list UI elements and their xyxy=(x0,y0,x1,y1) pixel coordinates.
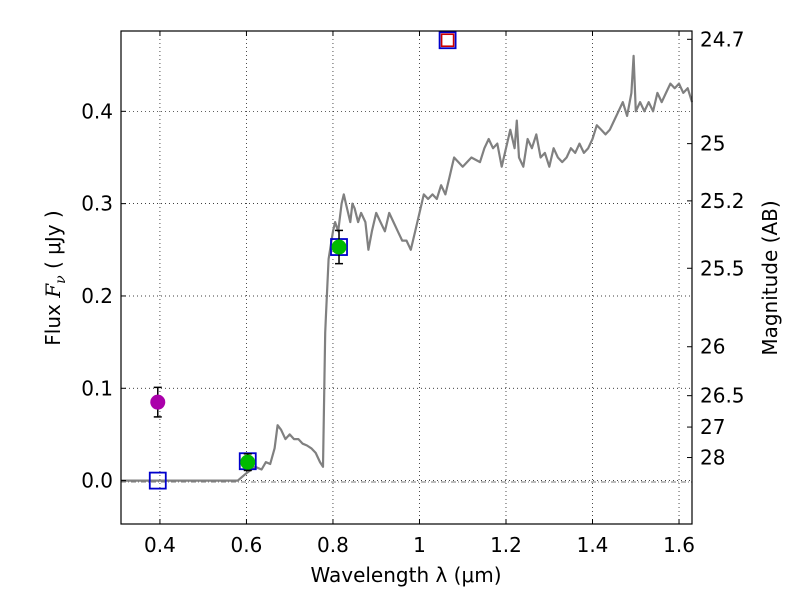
y-tick-label: 0.1 xyxy=(81,376,113,400)
upper-limit-point xyxy=(440,33,455,48)
plot-frame xyxy=(120,30,693,525)
y-tick-label: 0.4 xyxy=(81,99,113,123)
model-photometry-point xyxy=(148,471,167,490)
magnitude-tick-label: 25.5 xyxy=(700,256,745,280)
y-axis-label: Flux Fν ( μJy ) xyxy=(41,210,69,345)
x-tick-label: 0.6 xyxy=(231,533,263,557)
sed-line xyxy=(121,54,694,482)
model-photometry-point xyxy=(438,31,457,50)
markers-layer xyxy=(148,31,457,490)
x-tick-label: 1.2 xyxy=(490,533,522,557)
magnitude-tick-label: 26 xyxy=(700,335,725,359)
observed-photometry-point xyxy=(150,394,166,410)
x-tick-label: 1.4 xyxy=(577,533,609,557)
x-axis-label: Wavelength λ (μm) xyxy=(310,563,501,587)
y-tick-label: 0.2 xyxy=(81,284,113,308)
x-tick-label: 1.6 xyxy=(663,533,695,557)
magnitude-axis-label-group: Magnitude (AB) xyxy=(758,200,782,355)
y-tick-label: 0.0 xyxy=(81,469,113,493)
observed-photometry-point xyxy=(240,454,256,470)
observed-photometry-point xyxy=(331,239,347,255)
x-tick-label: 1 xyxy=(413,533,426,557)
x-tick-label: 0.4 xyxy=(144,533,176,557)
magnitude-tick-label: 28 xyxy=(700,446,725,470)
magnitude-tick-label: 25 xyxy=(700,132,725,156)
magnitude-tick-label: 27 xyxy=(700,415,725,439)
magnitude-tick-label: 25.2 xyxy=(700,189,745,213)
ticks: 0.4 0.6 0.8 1 1.2 1.4 1.6 0.0 0.1 0.2 0.3 0.4 24.7 25… xyxy=(81,27,744,557)
x-tick-label: 0.8 xyxy=(317,533,349,557)
magnitude-tick-label: 26.5 xyxy=(700,384,745,408)
y-axis-label-group: Flux Fν ( μJy ) xyxy=(41,210,69,345)
magnitude-axis-label: Magnitude (AB) xyxy=(758,200,782,355)
y-tick-label: 0.3 xyxy=(81,192,113,216)
series-layer xyxy=(121,54,694,482)
magnitude-tick-label: 24.7 xyxy=(700,27,745,51)
